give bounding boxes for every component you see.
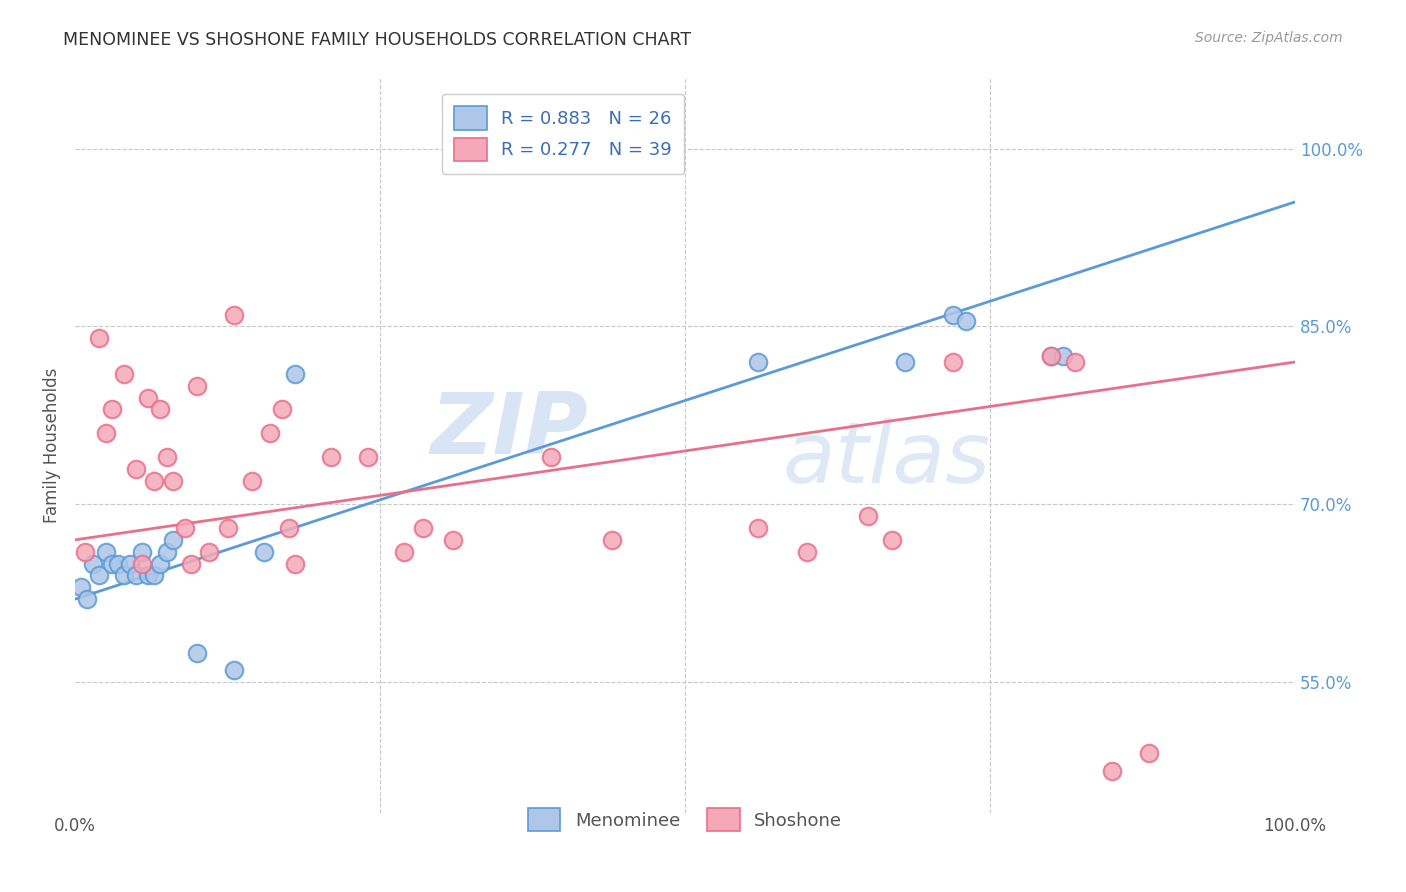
Point <box>198 545 221 559</box>
Point <box>1040 349 1063 363</box>
Point <box>271 402 294 417</box>
Point <box>136 391 159 405</box>
Point <box>76 592 98 607</box>
Point <box>1137 746 1160 760</box>
Point <box>173 521 195 535</box>
Point <box>180 557 202 571</box>
Point <box>856 509 879 524</box>
Point <box>284 557 307 571</box>
Point <box>125 568 148 582</box>
Point <box>112 568 135 582</box>
Point <box>222 663 245 677</box>
Point <box>136 568 159 582</box>
Point <box>143 568 166 582</box>
Point <box>162 533 184 547</box>
Point <box>412 521 434 535</box>
Point <box>1064 355 1087 369</box>
Point <box>955 313 977 327</box>
Point <box>277 521 299 535</box>
Point <box>942 308 965 322</box>
Point <box>321 450 343 464</box>
Point <box>118 557 141 571</box>
Point <box>149 402 172 417</box>
Point <box>100 557 122 571</box>
Point <box>155 450 177 464</box>
Point <box>1040 349 1063 363</box>
Point <box>222 308 245 322</box>
Point <box>73 545 96 559</box>
Legend: Menominee, Shoshone: Menominee, Shoshone <box>515 796 855 844</box>
Point <box>107 557 129 571</box>
Point <box>942 355 965 369</box>
Point <box>253 545 276 559</box>
Point <box>1101 764 1123 778</box>
Point <box>100 402 122 417</box>
Point <box>1052 349 1074 363</box>
Point <box>394 545 416 559</box>
Text: Source: ZipAtlas.com: Source: ZipAtlas.com <box>1195 31 1343 45</box>
Point <box>162 474 184 488</box>
Text: atlas: atlas <box>783 418 991 501</box>
Point <box>540 450 562 464</box>
Point <box>441 533 464 547</box>
Point <box>149 557 172 571</box>
Point <box>89 568 111 582</box>
Point <box>125 461 148 475</box>
Text: ZIP: ZIP <box>430 389 588 472</box>
Point <box>89 331 111 345</box>
Point <box>259 426 281 441</box>
Y-axis label: Family Households: Family Households <box>44 368 60 523</box>
Point <box>747 521 769 535</box>
Point <box>284 367 307 381</box>
Text: MENOMINEE VS SHOSHONE FAMILY HOUSEHOLDS CORRELATION CHART: MENOMINEE VS SHOSHONE FAMILY HOUSEHOLDS … <box>63 31 692 49</box>
Point <box>186 646 208 660</box>
Point <box>112 367 135 381</box>
Point <box>131 557 153 571</box>
Point <box>240 474 263 488</box>
Point <box>217 521 239 535</box>
Point <box>893 355 915 369</box>
Point <box>747 355 769 369</box>
Point <box>155 545 177 559</box>
Point <box>143 474 166 488</box>
Point <box>796 545 818 559</box>
Point <box>94 545 117 559</box>
Point <box>131 545 153 559</box>
Point <box>600 533 623 547</box>
Point <box>882 533 904 547</box>
Point <box>357 450 380 464</box>
Point <box>94 426 117 441</box>
Point <box>70 580 93 594</box>
Point <box>82 557 104 571</box>
Point <box>186 378 208 392</box>
